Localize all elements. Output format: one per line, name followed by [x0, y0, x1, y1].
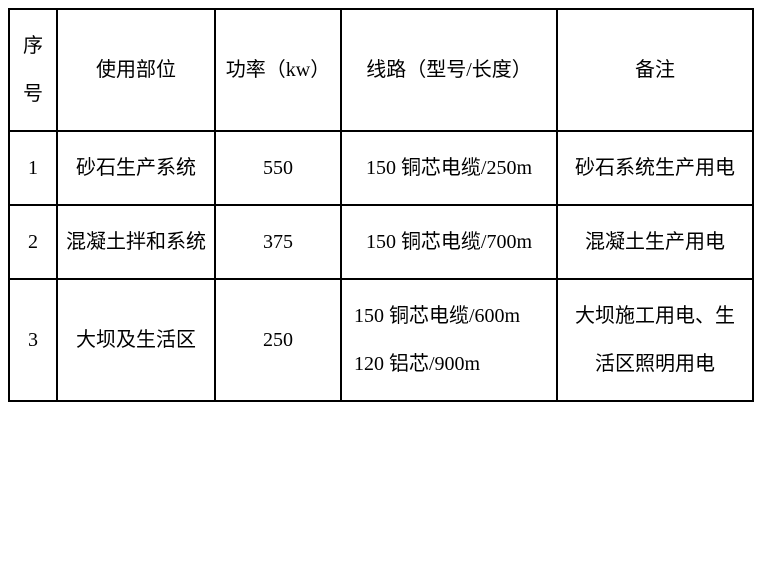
cell-line: 150 铜芯电缆/250m — [341, 131, 557, 205]
cell-seq: 1 — [9, 131, 57, 205]
cell-line: 150 铜芯电缆/600m 120 铝芯/900m — [341, 279, 557, 401]
cell-seq: 2 — [9, 205, 57, 279]
cell-remark: 砂石系统生产用电 — [557, 131, 753, 205]
cell-location: 大坝及生活区 — [57, 279, 215, 401]
table-header: 序号 使用部位 功率（kw） 线路（型号/长度） 备注 — [9, 9, 753, 131]
cell-power: 250 — [215, 279, 341, 401]
table-row: 3 大坝及生活区 250 150 铜芯电缆/600m 120 铝芯/900m 大… — [9, 279, 753, 401]
line-entry-1: 150 铜芯电缆/600m — [354, 292, 548, 340]
header-row: 序号 使用部位 功率（kw） 线路（型号/长度） 备注 — [9, 9, 753, 131]
line-entry-2: 120 铝芯/900m — [354, 340, 548, 388]
table-row: 1 砂石生产系统 550 150 铜芯电缆/250m 砂石系统生产用电 — [9, 131, 753, 205]
cell-remark: 混凝土生产用电 — [557, 205, 753, 279]
header-line: 线路（型号/长度） — [341, 9, 557, 131]
header-remark: 备注 — [557, 9, 753, 131]
header-power: 功率（kw） — [215, 9, 341, 131]
cell-remark: 大坝施工用电、生活区照明用电 — [557, 279, 753, 401]
table-body: 1 砂石生产系统 550 150 铜芯电缆/250m 砂石系统生产用电 2 混凝… — [9, 131, 753, 401]
cell-line: 150 铜芯电缆/700m — [341, 205, 557, 279]
cell-power: 375 — [215, 205, 341, 279]
power-usage-table: 序号 使用部位 功率（kw） 线路（型号/长度） 备注 1 砂石生产系统 550… — [8, 8, 754, 402]
table-row: 2 混凝土拌和系统 375 150 铜芯电缆/700m 混凝土生产用电 — [9, 205, 753, 279]
cell-location: 混凝土拌和系统 — [57, 205, 215, 279]
header-location: 使用部位 — [57, 9, 215, 131]
cell-seq: 3 — [9, 279, 57, 401]
header-seq: 序号 — [9, 9, 57, 131]
cell-power: 550 — [215, 131, 341, 205]
cell-location: 砂石生产系统 — [57, 131, 215, 205]
